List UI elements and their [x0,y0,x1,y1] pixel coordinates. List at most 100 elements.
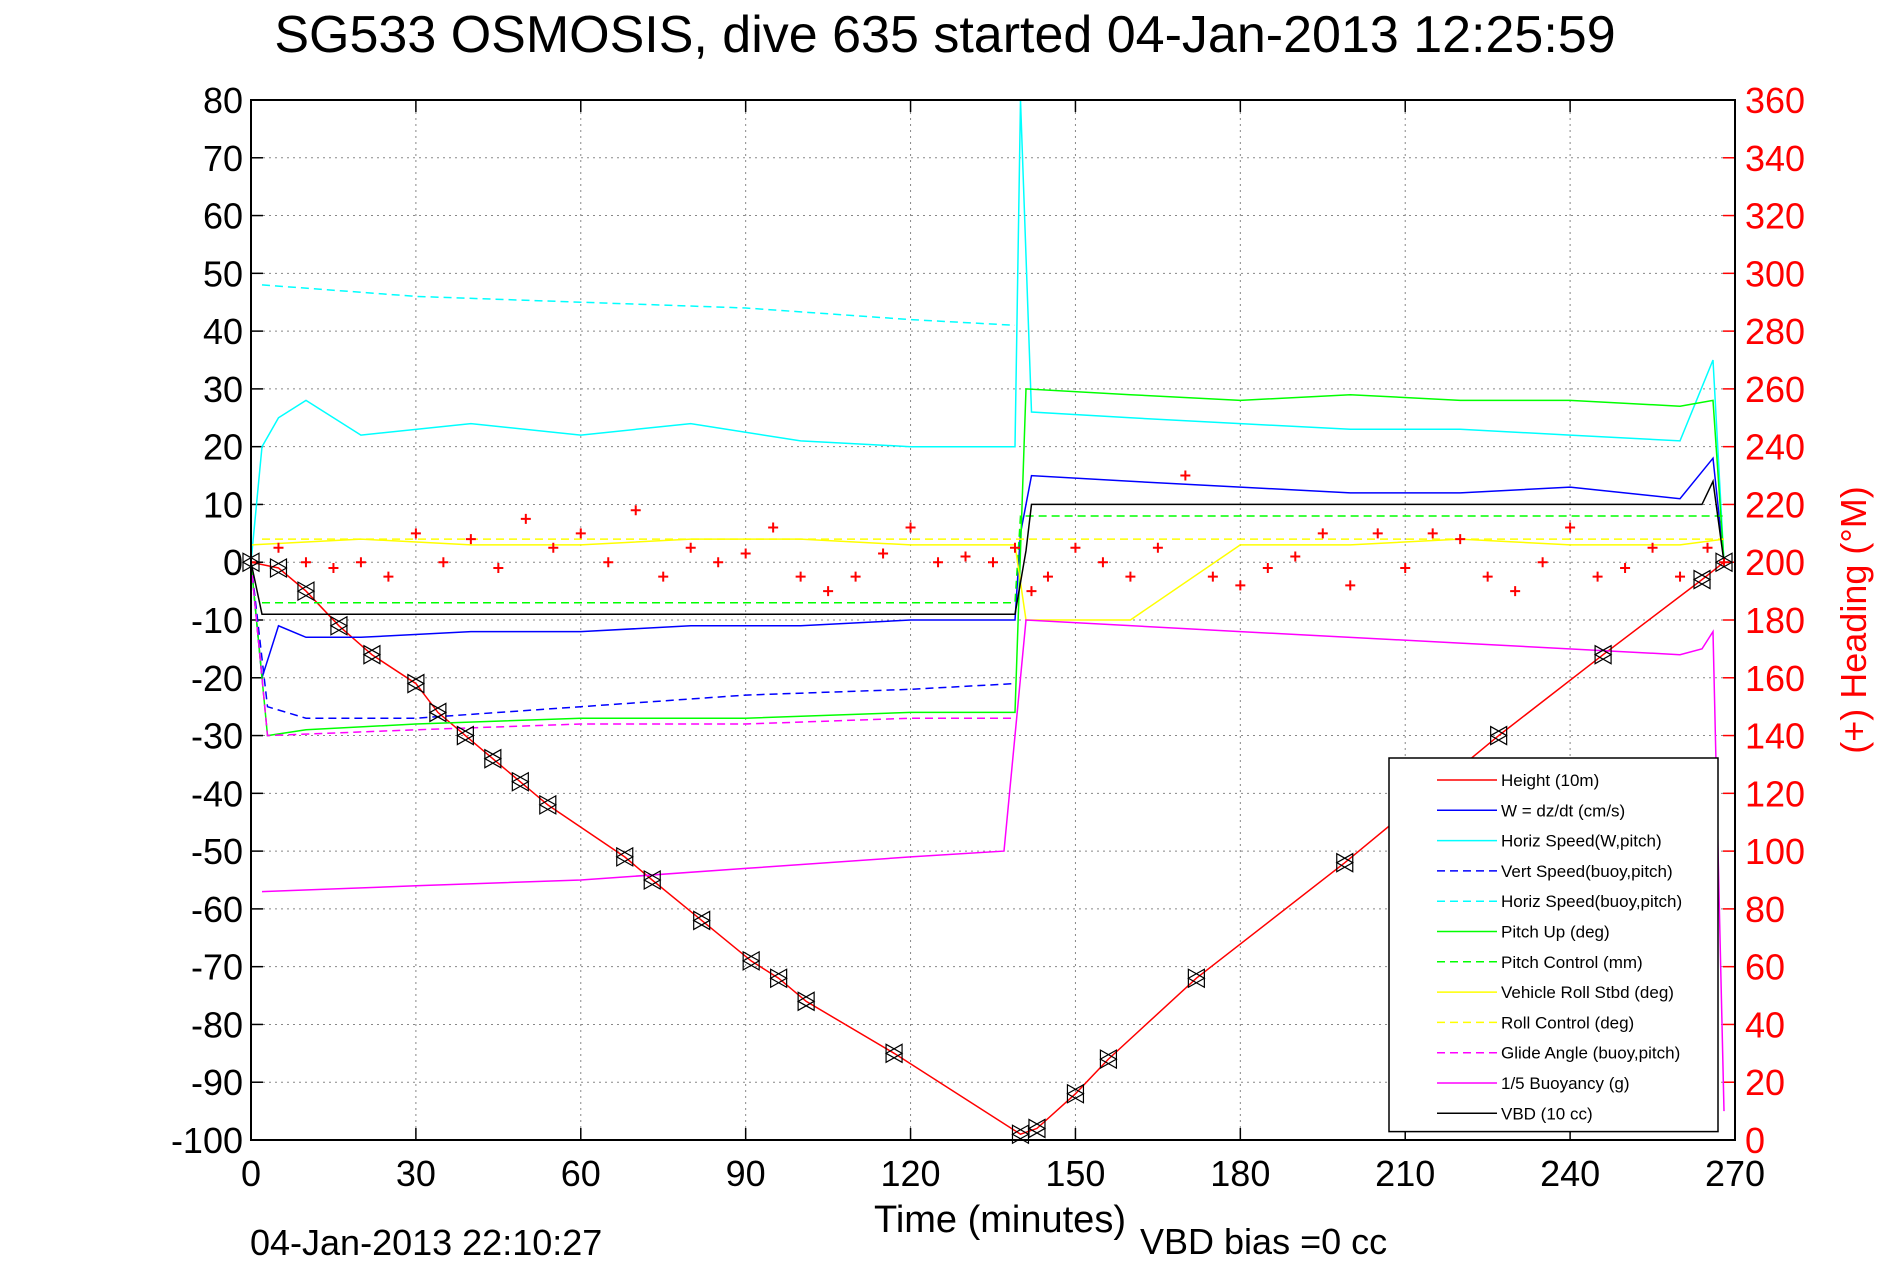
x-tick-label: 210 [1375,1153,1435,1194]
heading-point [988,557,998,568]
y-tick-label: 10 [203,484,243,525]
x-tick-label: 150 [1045,1153,1105,1194]
series-line-0 [251,561,1725,1136]
dive-marker [269,557,288,579]
dive-marker [511,771,530,792]
dive-marker [615,846,634,867]
y-tick-label: 70 [203,138,243,179]
series-line-9 [251,562,1015,737]
heading-point [1207,571,1218,582]
y-right-tick-label: 300 [1745,253,1805,294]
legend-entry-label: VBD (10 cc) [1501,1104,1593,1123]
y-right-tick-label: 340 [1745,138,1805,179]
heading-point [960,551,971,562]
heading-point [1290,551,1301,562]
heading-point [713,557,724,568]
legend-entry-label: Vert Speed(buoy,pitch) [1501,862,1673,881]
heading-point [1125,571,1136,582]
y-tick-label: 20 [203,427,243,468]
heading-point [1702,542,1713,553]
heading-point [273,542,284,553]
heading-point [1235,580,1246,591]
dive-marker [329,615,349,636]
heading-point [300,557,311,568]
heading-point [768,522,779,533]
legend-box [1388,757,1719,1133]
y-right-tick-label: 140 [1745,716,1805,757]
heading-point [438,557,449,568]
x-tick-label: 120 [881,1153,941,1194]
dive-marker [1692,569,1712,590]
y-right-tick-label: 260 [1745,369,1805,410]
dive-marker [296,581,316,602]
heading-point [740,548,751,559]
heading-point [1180,470,1191,481]
y-right-tick-label: 360 [1745,80,1805,121]
heading-point [933,557,944,568]
y-axis-right-label: (+) Heading (°M) [1833,486,1874,753]
heading-point [1620,563,1631,573]
chart-title: SG533 OSMOSIS, dive 635 started 04-Jan-2… [274,6,1615,64]
y-right-tick-label: 20 [1745,1062,1785,1103]
dive-marker [538,794,558,815]
dive-marker [1027,1118,1047,1139]
x-tick-label: 0 [241,1153,261,1194]
dive-marker [456,725,475,746]
heading-point [823,586,834,597]
heading-point [905,522,916,533]
dive-marker [406,673,426,694]
dive-marker [1489,725,1508,746]
heading-series [251,470,1730,597]
y-right-tick-label: 160 [1745,658,1805,699]
y-right-tick-label: 100 [1745,831,1805,872]
heading-point [1427,528,1438,539]
y-tick-label: -50 [191,831,243,872]
plot-series [251,100,1725,1136]
dive-marker [483,748,503,769]
y-tick-label: -30 [191,716,243,757]
plot-frame [250,99,1736,1141]
heading-point [1009,542,1020,553]
dive-marker [1593,644,1613,665]
heading-point [575,528,586,539]
heading-point [1317,528,1328,539]
legend-entry-label: Vehicle Roll Stbd (deg) [1501,983,1674,1002]
y-right-tick-label: 320 [1745,196,1805,237]
y-tick-label: -10 [191,600,243,641]
heading-point [1345,580,1356,591]
heading-point [548,542,559,553]
tick-labels: 0 30 60 90 120 150 180 210 240 270 80 70 60 50 40 30 20 1… [171,80,1805,1194]
heading-point [1510,586,1521,597]
heading-point [878,548,889,559]
heading-point [1400,563,1411,573]
y-tick-label: -60 [191,889,243,930]
x-axis-label: Time (minutes) [874,1199,1126,1241]
dive-markers [241,552,1734,1145]
footer-vbd-bias: VBD bias =0 cc [1140,1221,1387,1262]
y-tick-label: -100 [171,1120,243,1161]
y-right-tick-label: 120 [1745,773,1805,814]
series-line-11 [251,478,1725,615]
heading-point [850,571,861,582]
heading-point [1537,557,1548,568]
dive-marker [796,991,816,1012]
y-tick-label: -90 [191,1062,243,1103]
heading-point [1675,571,1686,582]
y-tick-label: -70 [191,947,243,988]
y-tick-label: -20 [191,658,243,699]
footer-date: 04-Jan-2013 22:10:27 [250,1222,602,1262]
y-right-tick-label: 280 [1745,311,1805,352]
legend-entry-label: 1/5 Buoyancy (g) [1501,1074,1630,1093]
heading-point [1565,522,1576,533]
series-line-1 [251,456,1725,679]
y-tick-label: 0 [223,542,243,583]
y-right-tick-label: 240 [1745,427,1805,468]
y-right-tick-label: 0 [1745,1120,1765,1161]
legend-entry-label: Pitch Up (deg) [1501,923,1610,942]
heading-point [1097,557,1108,568]
legend-entry-label: Glide Angle (buoy,pitch) [1501,1044,1680,1063]
legend-entry-label: Height (10m) [1501,771,1599,790]
series-line-10 [261,619,1725,1112]
x-tick-label: 30 [396,1153,436,1194]
